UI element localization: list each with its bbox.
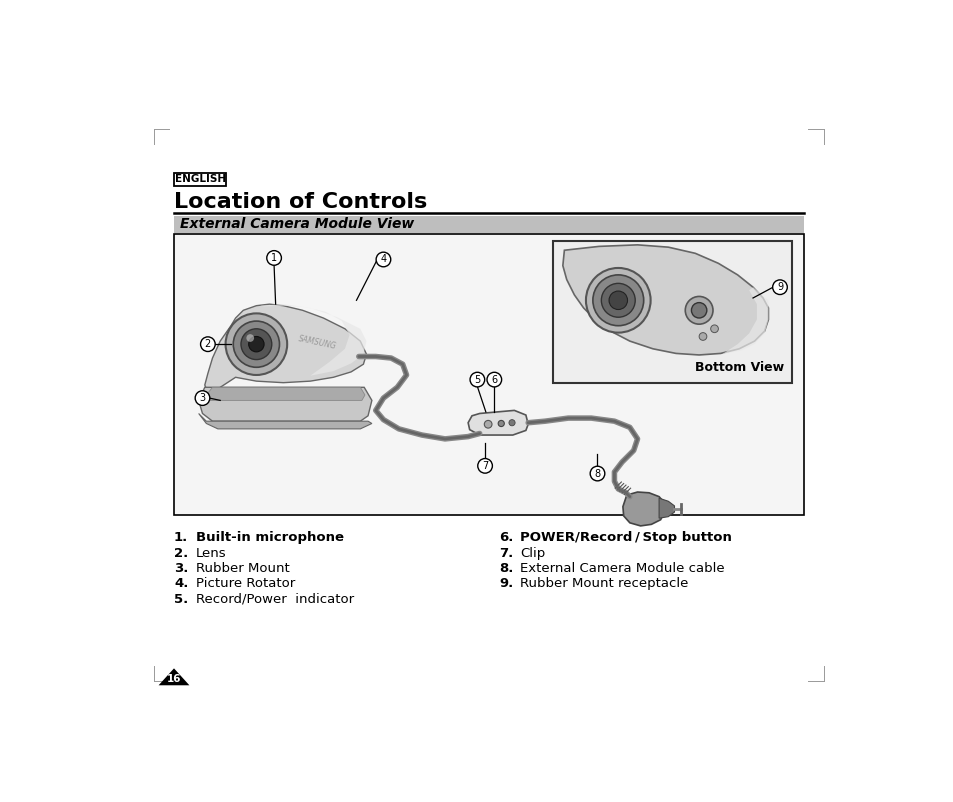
Text: 16: 16 (167, 674, 181, 684)
Text: External Camera Module cable: External Camera Module cable (520, 562, 724, 575)
Polygon shape (622, 492, 664, 526)
Text: 7: 7 (481, 461, 488, 471)
Text: 6.: 6. (498, 531, 513, 545)
Polygon shape (721, 287, 767, 354)
Circle shape (267, 250, 281, 265)
Text: 2.: 2. (173, 547, 188, 560)
Circle shape (225, 314, 287, 375)
Text: POWER/Record / Stop button: POWER/Record / Stop button (520, 531, 732, 545)
Text: 9: 9 (776, 282, 782, 292)
Text: Picture Rotator: Picture Rotator (195, 577, 294, 590)
Circle shape (608, 291, 627, 310)
FancyBboxPatch shape (173, 173, 226, 185)
Text: 7.: 7. (498, 547, 513, 560)
Circle shape (470, 372, 484, 387)
Text: 5.: 5. (173, 593, 188, 606)
Text: 3.: 3. (173, 562, 188, 575)
Polygon shape (659, 498, 674, 518)
Polygon shape (260, 304, 366, 376)
Text: SAMSUNG: SAMSUNG (297, 334, 337, 351)
Circle shape (772, 280, 786, 294)
Circle shape (246, 334, 253, 342)
Polygon shape (158, 668, 190, 685)
Circle shape (710, 325, 718, 333)
Text: 2: 2 (205, 339, 211, 349)
Text: 4: 4 (380, 254, 386, 265)
Text: ENGLISH: ENGLISH (174, 174, 226, 184)
Circle shape (508, 419, 515, 426)
Polygon shape (205, 304, 366, 389)
FancyBboxPatch shape (552, 241, 791, 383)
Circle shape (484, 420, 492, 428)
Polygon shape (206, 387, 365, 400)
Circle shape (585, 268, 650, 333)
Circle shape (195, 391, 210, 405)
Text: External Camera Module View: External Camera Module View (180, 217, 414, 231)
Text: 8: 8 (594, 468, 600, 479)
Circle shape (375, 252, 391, 267)
Circle shape (486, 372, 501, 387)
Text: 1.: 1. (173, 531, 188, 545)
FancyBboxPatch shape (173, 234, 803, 515)
Text: 6: 6 (491, 375, 497, 385)
Circle shape (699, 333, 706, 340)
Text: Built-in microphone: Built-in microphone (195, 531, 343, 545)
Text: 3: 3 (199, 393, 205, 403)
Text: Rubber Mount receptacle: Rubber Mount receptacle (520, 577, 688, 590)
Circle shape (241, 329, 272, 359)
FancyBboxPatch shape (173, 216, 803, 233)
Circle shape (590, 466, 604, 481)
Text: 4.: 4. (173, 577, 188, 590)
Circle shape (233, 321, 279, 367)
Circle shape (600, 283, 635, 318)
Circle shape (497, 420, 504, 427)
Circle shape (249, 337, 264, 352)
Text: 9.: 9. (498, 577, 513, 590)
Circle shape (477, 459, 492, 473)
Text: Location of Controls: Location of Controls (173, 192, 427, 212)
Polygon shape (562, 245, 767, 355)
Polygon shape (198, 414, 372, 429)
Text: Rubber Mount: Rubber Mount (195, 562, 289, 575)
Circle shape (592, 275, 643, 326)
Text: 8.: 8. (498, 562, 513, 575)
Polygon shape (198, 387, 372, 421)
Circle shape (200, 337, 215, 351)
Circle shape (691, 302, 706, 318)
Text: Lens: Lens (195, 547, 226, 560)
Text: Record/Power  indicator: Record/Power indicator (195, 593, 354, 606)
Text: 1: 1 (271, 253, 277, 263)
Text: Bottom View: Bottom View (694, 361, 783, 375)
Text: 5: 5 (474, 375, 480, 385)
Circle shape (684, 297, 712, 324)
Text: Clip: Clip (520, 547, 545, 560)
Polygon shape (468, 411, 528, 435)
